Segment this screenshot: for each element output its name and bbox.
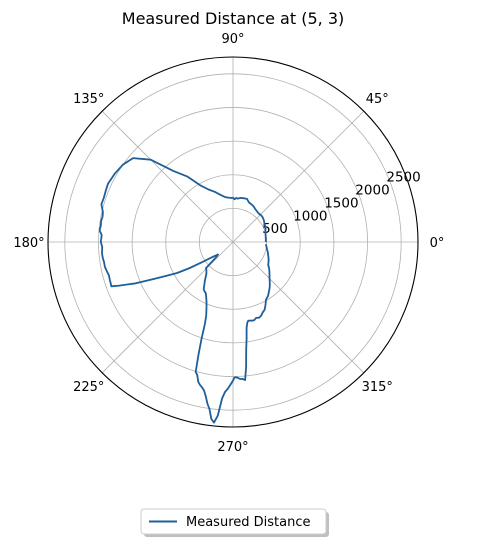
grid-spoke [232, 241, 365, 374]
r-tick-label: 500 [262, 221, 288, 237]
theta-tick-label: 90° [221, 32, 244, 47]
grid-spoke [232, 110, 365, 243]
legend-label: Measured Distance [186, 515, 310, 530]
grid-spoke [101, 110, 234, 243]
theta-tick-label: 270° [217, 440, 248, 455]
grid-spoke [101, 241, 234, 374]
theta-tick-label: 45° [366, 92, 389, 107]
r-tick-label: 2000 [355, 183, 389, 199]
series-line [98, 157, 271, 424]
legend-box [140, 508, 327, 535]
angular-tick-labels: 0° 45° 90° 135° 180° 225° 270° 315° [13, 32, 444, 455]
series-layer [98, 157, 271, 424]
chart-title: Measured Distance at (5, 3) [122, 9, 344, 28]
theta-tick-label: 315° [362, 380, 393, 395]
legend: Measured Distance [140, 508, 329, 537]
theta-tick-label: 180° [13, 236, 44, 251]
polar-grid [48, 57, 418, 427]
theta-tick-label: 135° [73, 92, 104, 107]
theta-tick-label: 225° [73, 380, 104, 395]
theta-tick-label: 0° [430, 236, 445, 251]
r-tick-label: 1500 [324, 195, 358, 211]
r-tick-label: 1000 [293, 208, 327, 224]
polar-frame [47, 56, 419, 428]
r-tick-label: 2500 [386, 170, 420, 186]
